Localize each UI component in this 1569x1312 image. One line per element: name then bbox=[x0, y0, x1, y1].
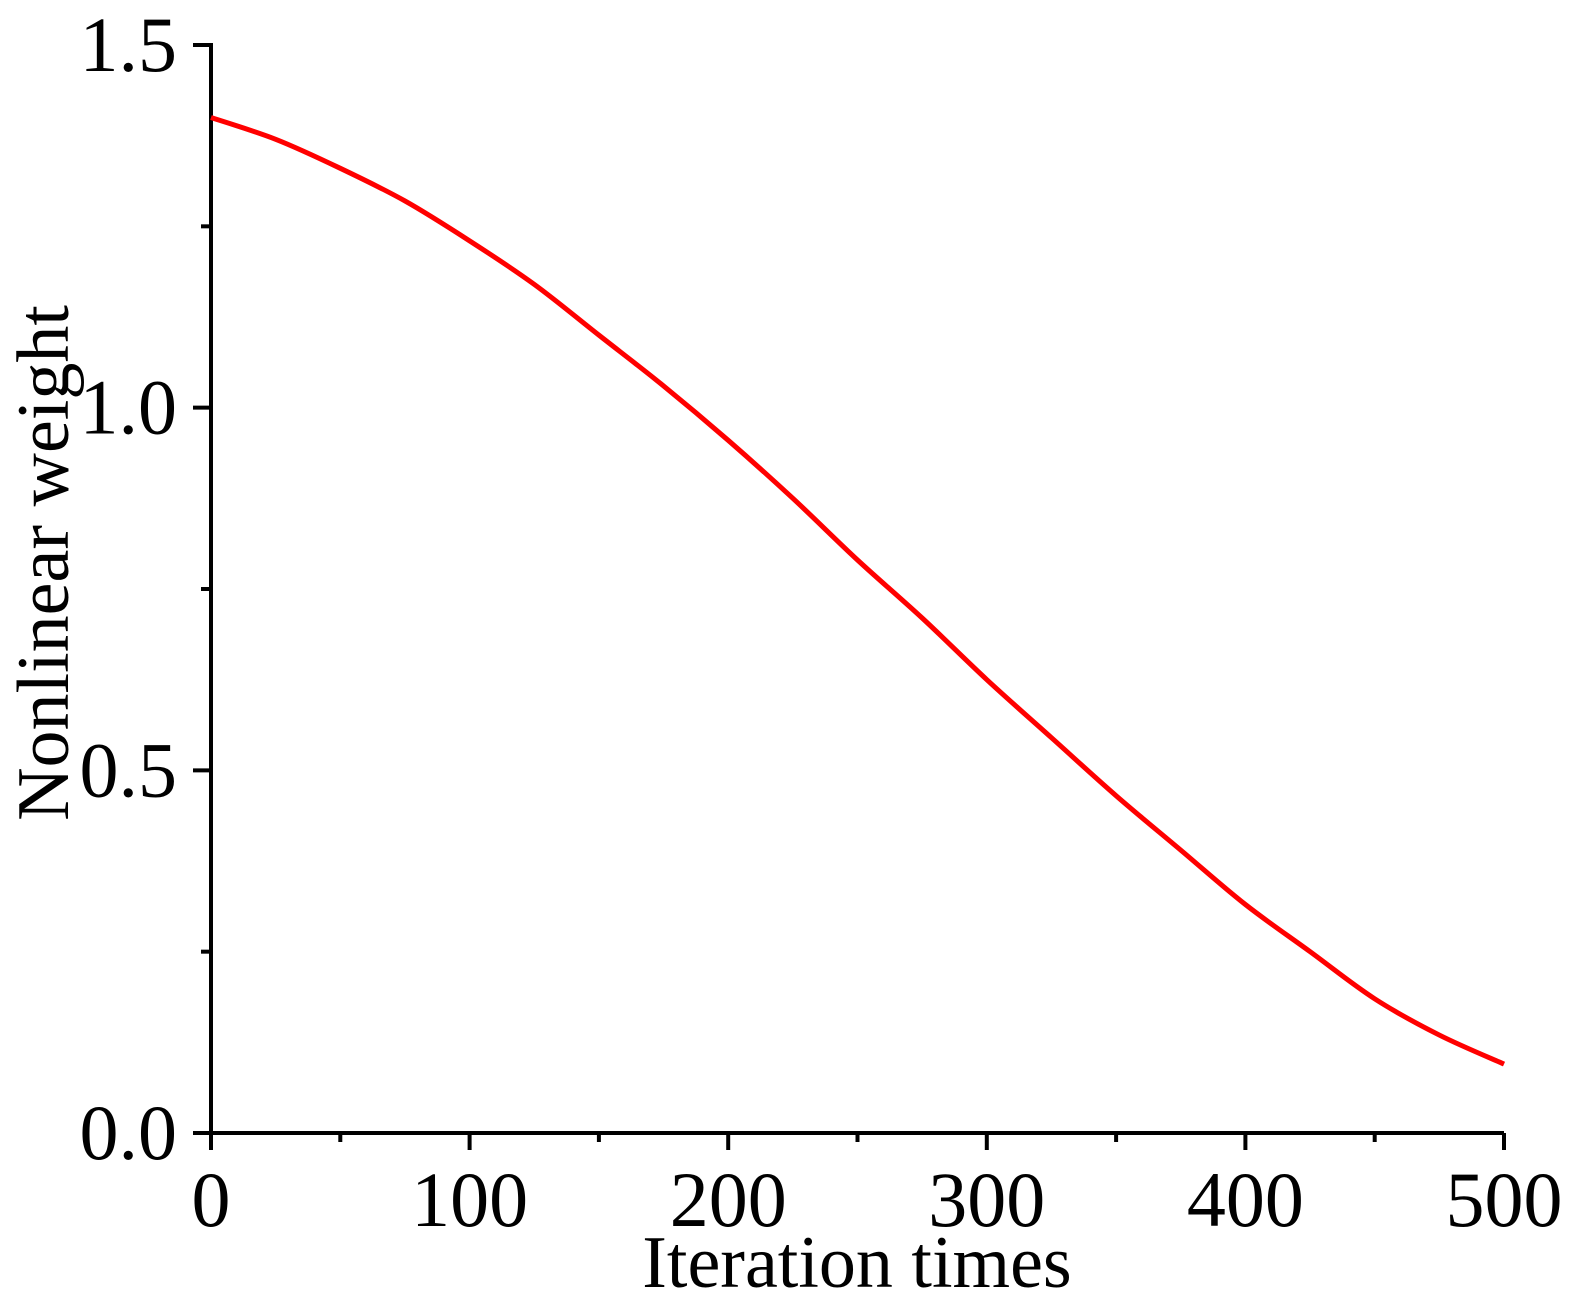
ticks bbox=[193, 43, 1506, 1150]
x-tick-label: 500 bbox=[1446, 1156, 1563, 1243]
axes bbox=[209, 43, 1504, 1135]
y-tick-label: 0.0 bbox=[80, 1089, 178, 1176]
x-tick-label: 0 bbox=[192, 1156, 231, 1243]
x-tick-label: 300 bbox=[928, 1156, 1045, 1243]
x-tick-label: 400 bbox=[1187, 1156, 1304, 1243]
y-axis-title: Nonlinear weight bbox=[3, 305, 85, 821]
y-tick-label: 1.0 bbox=[80, 364, 178, 451]
series-line bbox=[210, 115, 1506, 1067]
x-tick-label: 200 bbox=[670, 1156, 787, 1243]
plot-lines bbox=[210, 115, 1506, 1067]
y-tick-label: 1.5 bbox=[80, 1, 178, 88]
x-tick-label: 100 bbox=[411, 1156, 528, 1243]
tick-labels: 0 100 200 300 400 500 0.0 0.5 1.0 1.5 bbox=[80, 1, 1563, 1243]
x-axis-title: Iteration times bbox=[642, 1222, 1071, 1304]
y-tick-label: 0.5 bbox=[80, 726, 178, 813]
